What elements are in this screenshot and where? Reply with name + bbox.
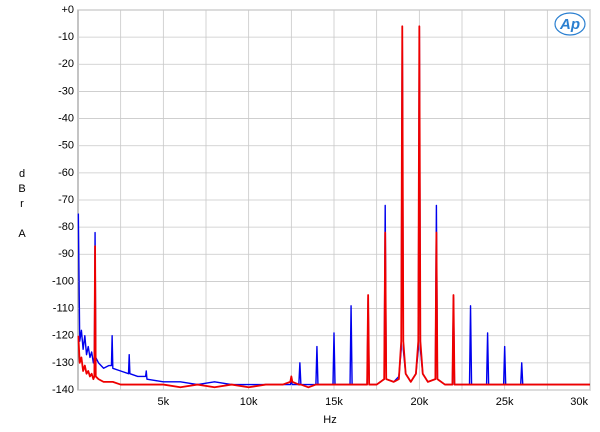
x-tick-label: 10k [240,396,258,408]
y-tick-label: -50 [58,140,74,152]
y-tick-label: -110 [53,302,74,314]
y-tick-label: -10 [58,31,74,43]
y-tick-label: +0 [61,4,74,16]
y-tick-label: -120 [52,330,74,342]
x-tick-label: 15k [325,396,343,408]
y-tick-label: -60 [58,167,74,179]
y-tick-label: -100 [52,275,74,287]
y-tick-label: -80 [58,221,74,233]
y-tick-label: -30 [58,85,74,97]
y-tick-label: -130 [52,357,74,369]
y-tick-label: -90 [58,248,74,260]
y-tick-label: -140 [52,384,74,396]
x-tick-label: 25k [496,396,514,408]
y-axis-label: dBr A [16,168,28,243]
x-tick-label: 30k [570,396,588,408]
x-tick-label: 5k [158,396,170,408]
series-line [77,25,590,389]
y-tick-label: -70 [58,194,74,206]
x-axis-label: Hz [323,414,336,426]
y-tick-label: -20 [58,58,74,70]
y-tick-label: -40 [58,112,74,124]
logo-ring [554,12,586,36]
x-tick-label: 20k [410,396,428,408]
logo: Ap [559,16,580,33]
